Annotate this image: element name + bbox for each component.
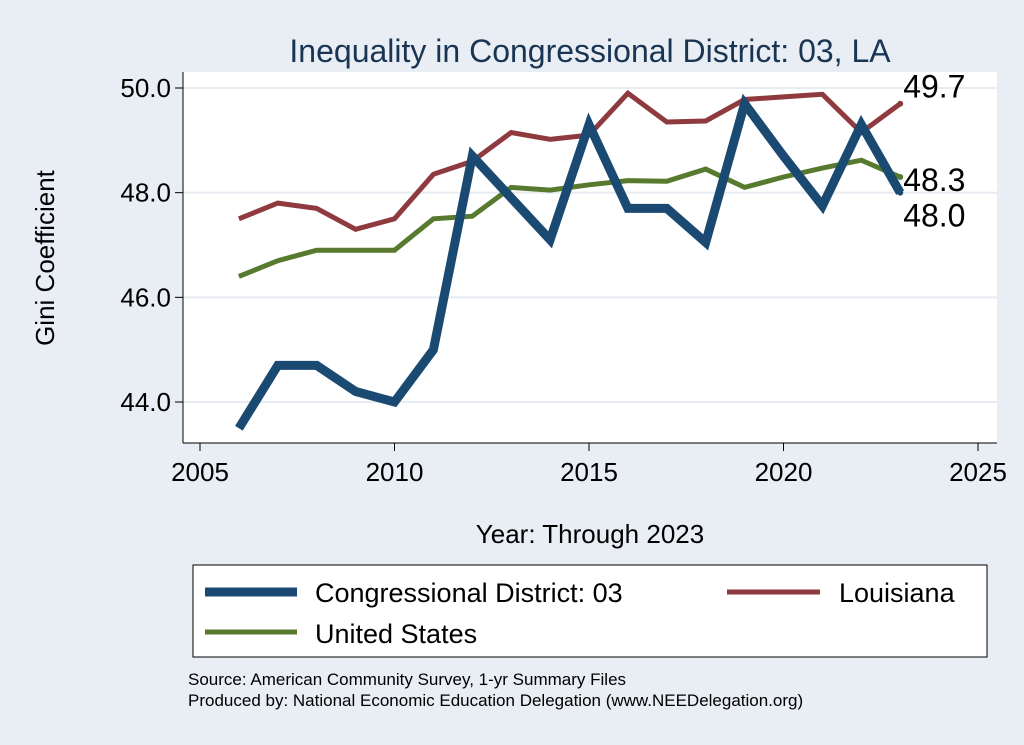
end-label-united-states: 48.3: [903, 162, 965, 198]
producer-line: Produced by: National Economic Education…: [188, 691, 803, 710]
x-tick-label: 2010: [366, 457, 424, 487]
gridlines: [183, 87, 997, 403]
end-point-united-states: [897, 173, 904, 180]
x-tick-label: 2005: [171, 457, 229, 487]
y-tick-label: 44.0: [120, 387, 171, 417]
end-label-district: 48.0: [903, 198, 965, 234]
end-point-louisiana: [897, 100, 904, 107]
end-label-louisiana: 49.7: [903, 69, 965, 105]
source-line: Source: American Community Survey, 1-yr …: [188, 670, 626, 689]
series-lines: [235, 89, 905, 431]
end-labels: 48.0 49.7 48.3: [903, 69, 965, 234]
end-point-district: [897, 189, 904, 196]
series-line-louisiana: [237, 89, 902, 232]
legend-label-united-states: United States: [315, 619, 477, 649]
x-tick-label: 2020: [755, 457, 813, 487]
axes: 44.0 46.0 48.0 50.0 2005 2010 2015 2020 2025: [120, 72, 1007, 487]
legend-label-louisiana: Louisiana: [839, 578, 956, 608]
x-tick-label: 2025: [949, 457, 1007, 487]
y-tick-label: 50.0: [120, 73, 171, 103]
x-axis-title: Year: Through 2023: [476, 519, 704, 549]
legend-label-district: Congressional District: 03: [315, 578, 623, 608]
y-tick-label: 46.0: [120, 282, 171, 312]
y-axis-title: Gini Coefficient: [30, 169, 60, 346]
legend-box: [192, 564, 988, 658]
y-tick-label: 48.0: [120, 178, 171, 208]
x-tick-label: 2015: [560, 457, 618, 487]
chart-title: Inequality in Congressional District: 03…: [289, 33, 891, 69]
series-line-district: [235, 93, 905, 431]
legend: Congressional District: 03 Louisiana Unite…: [192, 564, 988, 658]
